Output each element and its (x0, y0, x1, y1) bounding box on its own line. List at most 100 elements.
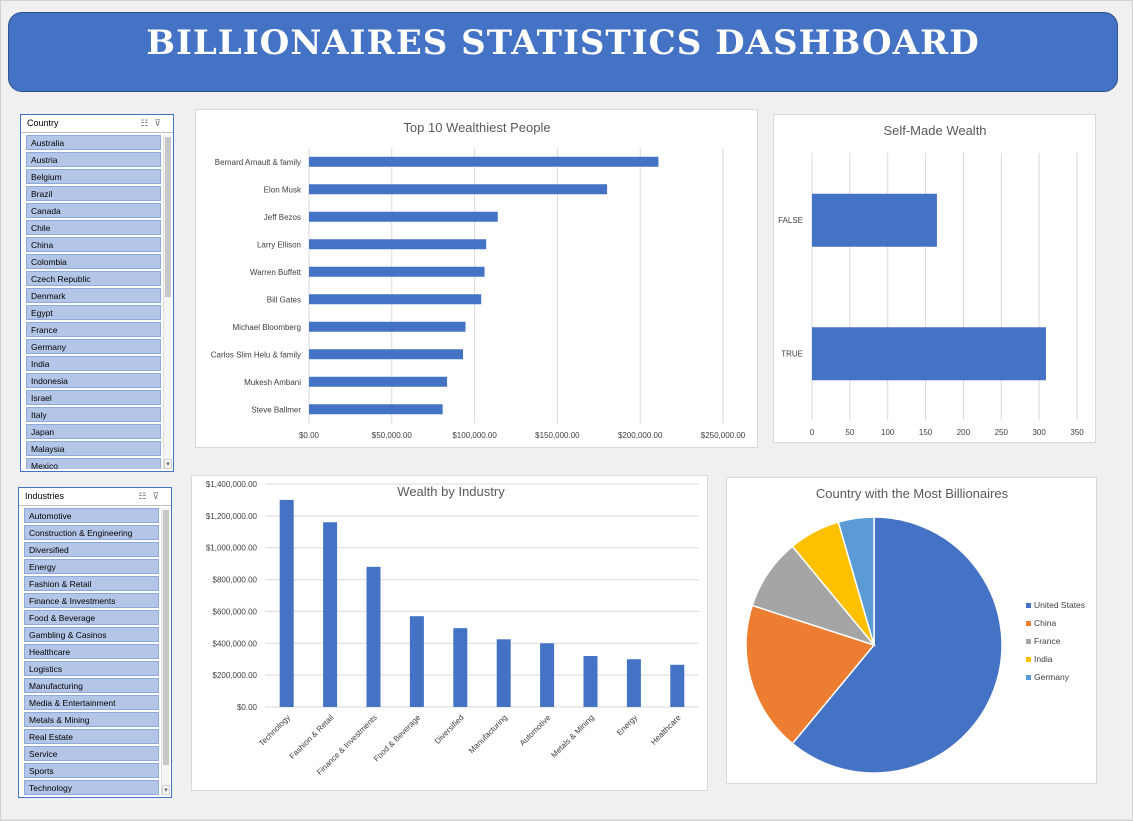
slicer-item[interactable]: Canada (26, 203, 161, 218)
y-tick-label: Mukesh Ambani (244, 378, 301, 387)
slicer-item[interactable]: Energy (24, 559, 159, 574)
x-tick-label: 150 (919, 428, 933, 437)
countries-chart: Country with the Most Billionaires United… (745, 486, 1085, 774)
slicer-item[interactable]: Logistics (24, 661, 159, 676)
bar (309, 156, 659, 167)
y-tick-label: $1,000,000.00 (206, 544, 258, 553)
slicer-item[interactable]: Colombia (26, 254, 161, 269)
slicer-item[interactable]: France (26, 322, 161, 337)
slicer-item[interactable]: Germany (26, 339, 161, 354)
clear-filter-icon[interactable]: ⊽ (154, 118, 167, 128)
y-tick-label: $1,200,000.00 (206, 512, 258, 521)
bar (812, 327, 1046, 381)
slicer-item[interactable]: Brazil (26, 186, 161, 201)
bar (309, 376, 448, 387)
slicer-item[interactable]: Fashion & Retail (24, 576, 159, 591)
chart-title: Top 10 Wealthiest People (403, 120, 550, 135)
slicer-item[interactable]: Diversified (24, 542, 159, 557)
multi-select-icon[interactable]: ☷ (140, 118, 155, 128)
industries-slicer-title: Industries (25, 491, 65, 501)
y-tick-label: FALSE (778, 216, 803, 225)
slicer-item[interactable]: Metals & Mining (24, 712, 159, 727)
slicer-item[interactable]: Israel (26, 390, 161, 405)
bar (453, 628, 468, 707)
slicer-item[interactable]: Real Estate (24, 729, 159, 744)
slicer-item[interactable]: Indonesia (26, 373, 161, 388)
industries-slicer[interactable]: Industries ☷⊽ Automotive Construction & E… (18, 487, 172, 798)
slicer-item[interactable]: Czech Republic (26, 271, 161, 286)
bar (812, 193, 937, 247)
x-tick-label: 50 (845, 428, 854, 437)
bar (540, 643, 555, 707)
slicer-item[interactable]: Chile (26, 220, 161, 235)
slicer-item[interactable]: Food & Beverage (24, 610, 159, 625)
country-slicer-title: Country (27, 118, 59, 128)
pie-slice (791, 516, 1003, 774)
slicer-item[interactable]: Australia (26, 135, 161, 150)
scroll-down-icon[interactable]: ▾ (162, 785, 170, 795)
countries-chart-panel[interactable]: Country with the Most Billionaires United… (726, 477, 1097, 784)
slicer-item[interactable]: China (26, 237, 161, 252)
x-tick-label: $50,000.00 (372, 431, 413, 440)
y-tick-label: Jeff Bezos (264, 213, 301, 222)
slicer-item[interactable]: Automotive (24, 508, 159, 523)
legend-marker (1026, 603, 1031, 608)
slicer-item[interactable]: Sports (24, 763, 159, 778)
legend-marker (1026, 675, 1031, 680)
slicer-item[interactable]: Mexico (26, 458, 161, 469)
slicer-item[interactable]: Gambling & Casinos (24, 627, 159, 642)
pie-slice (837, 516, 875, 646)
x-tick-label: Manufacturing (467, 713, 509, 755)
chart-title: Wealth by Industry (397, 484, 505, 499)
slicer-item[interactable]: Finance & Investments (24, 593, 159, 608)
x-tick-label: Automotive (518, 713, 553, 748)
bar (309, 239, 487, 250)
x-tick-label: $250,000.00 (701, 431, 746, 440)
bar (309, 211, 498, 222)
top10-chart: Top 10 Wealthiest People $0.00 $50,000.00 $… (211, 120, 746, 440)
bar (366, 566, 381, 707)
x-tick-label: $200,000.00 (618, 431, 663, 440)
industries-slicer-list: Automotive Construction & Engineering Dive… (24, 508, 159, 795)
selfmade-chart-panel[interactable]: Self-Made Wealth 0 50 100 150 200 250 300 350 FAL… (773, 114, 1096, 443)
bar (309, 349, 464, 360)
industries-slicer-scrollbar[interactable]: ▾ (161, 508, 170, 795)
slicer-item[interactable]: India (26, 356, 161, 371)
slicer-item[interactable]: Egypt (26, 305, 161, 320)
slicer-item[interactable]: Belgium (26, 169, 161, 184)
slicer-item[interactable]: Technology (24, 780, 159, 795)
clear-filter-icon[interactable]: ⊽ (152, 491, 165, 501)
slicer-item[interactable]: Malaysia (26, 441, 161, 456)
multi-select-icon[interactable]: ☷ (138, 491, 153, 501)
bar (309, 404, 443, 415)
y-tick-label: Carlos Slim Helu & family (211, 350, 301, 359)
legend-marker (1026, 639, 1031, 644)
industries-slicer-header: Industries ☷⊽ (19, 488, 171, 506)
y-tick-label: Elon Musk (264, 185, 302, 194)
slicer-item[interactable]: Media & Entertainment (24, 695, 159, 710)
slicer-item[interactable]: Construction & Engineering (24, 525, 159, 540)
country-slicer-scrollbar[interactable]: ▾ (163, 135, 172, 469)
x-tick-label: $0.00 (299, 431, 320, 440)
slicer-item[interactable]: Manufacturing (24, 678, 159, 693)
chart-title: Self-Made Wealth (883, 123, 986, 138)
x-tick-label: Technology (257, 713, 292, 748)
slicer-item[interactable]: Denmark (26, 288, 161, 303)
slicer-item[interactable]: Austria (26, 152, 161, 167)
legend-label: France (1034, 636, 1061, 646)
scroll-thumb[interactable] (163, 510, 169, 765)
slicer-item[interactable]: Healthcare (24, 644, 159, 659)
slicer-item[interactable]: Service (24, 746, 159, 761)
industry-chart-panel[interactable]: Wealth by Industry $0.00 $200,000.00 $400,0… (191, 475, 708, 791)
scroll-down-icon[interactable]: ▾ (164, 459, 172, 469)
top10-chart-panel[interactable]: Top 10 Wealthiest People $0.00 $50,000.00 $… (195, 109, 758, 448)
legend-label: India (1034, 654, 1053, 664)
scroll-thumb[interactable] (165, 137, 171, 297)
slicer-item[interactable]: Japan (26, 424, 161, 439)
slicer-item[interactable]: Italy (26, 407, 161, 422)
country-slicer[interactable]: Country ☷⊽ Australia Austria Belgium Brazil… (20, 114, 174, 472)
x-tick-label: 350 (1070, 428, 1084, 437)
legend-marker (1026, 657, 1031, 662)
y-tick-label: Warren Buffett (250, 268, 302, 277)
bar (279, 499, 294, 707)
